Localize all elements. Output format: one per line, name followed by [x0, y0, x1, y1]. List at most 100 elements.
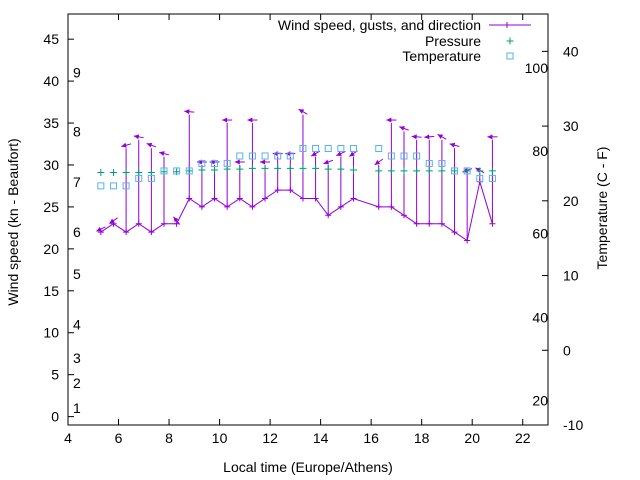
wind-speed-point	[287, 187, 294, 194]
fahrenheit-label: 20	[532, 392, 548, 408]
temperature-point	[160, 167, 168, 175]
beaufort-label: 1	[73, 400, 81, 416]
temperature-point	[185, 167, 193, 175]
temperature-point	[274, 152, 282, 160]
temperature-point	[349, 145, 357, 153]
temperature-point	[438, 159, 446, 167]
plot-frame	[67, 13, 549, 426]
x-tick-label: 10	[212, 430, 228, 446]
beaufort-label: 3	[73, 350, 81, 366]
y2-tick-label: 0	[563, 342, 571, 358]
temperature-point	[488, 174, 496, 182]
wind-speed-point	[198, 203, 205, 210]
temperature-point	[211, 159, 219, 167]
y2-tick-label: 20	[563, 193, 579, 209]
wind-direction-arrow	[336, 151, 346, 157]
x-tick-label: 14	[313, 430, 329, 446]
temperature-point	[198, 159, 206, 167]
temperature-point	[109, 182, 117, 190]
wind-speed-point	[236, 195, 243, 202]
wind-speed-point	[224, 203, 231, 210]
temperature-point	[312, 145, 320, 153]
temperature-point	[451, 167, 459, 175]
data-layer	[96, 108, 498, 244]
pressure-point	[185, 167, 193, 175]
y2-axis-title: Temperature (C - F)	[594, 147, 610, 270]
beaufort-label: 7	[73, 174, 81, 190]
pressure-point	[286, 164, 294, 172]
wind-speed-line	[100, 181, 493, 242]
temperature-point	[400, 152, 408, 160]
temperature-point	[387, 152, 395, 160]
temperature-point	[286, 152, 294, 160]
temperature-point	[97, 182, 105, 190]
wind-speed-point	[211, 195, 218, 202]
wind-direction-arrow	[411, 134, 422, 140]
legend-label-temperature: Temperature	[402, 48, 481, 64]
y2-tick-label: 10	[563, 268, 579, 284]
wind-speed-point	[148, 229, 155, 236]
pressure-point	[248, 164, 256, 172]
wind-direction-arrow	[184, 109, 195, 115]
beaufort-label: 9	[73, 65, 81, 81]
pressure-point	[312, 164, 320, 172]
temperature-point	[223, 159, 231, 167]
y-axis-title: Wind speed (kn - Beaufort)	[5, 138, 21, 305]
pressure-point	[198, 166, 206, 174]
temperature-point	[425, 159, 433, 167]
wind-direction-arrow	[159, 151, 169, 157]
wind-direction-arrow	[323, 159, 334, 165]
wind-speed-point	[337, 203, 344, 210]
y-tick-label: 45	[43, 31, 59, 47]
wind-direction-arrow	[424, 134, 435, 140]
y-tick-label: 5	[51, 367, 59, 383]
pressure-point	[261, 164, 269, 172]
legend-label-wind: Wind speed, gusts, and direction	[278, 17, 481, 33]
temperature-point	[147, 174, 155, 182]
wind-speed-point	[401, 212, 407, 219]
beaufort-label: 5	[73, 266, 81, 282]
wind-direction-arrow	[260, 159, 271, 165]
wind-direction-arrow	[173, 216, 181, 225]
temperature-point	[337, 145, 345, 153]
pressure-point	[324, 165, 332, 173]
temperature-point	[413, 152, 421, 160]
beaufort-label: 8	[73, 123, 81, 139]
y-tick-label: 40	[43, 73, 59, 89]
y2-tick-label: 30	[563, 118, 579, 134]
fahrenheit-label: 40	[532, 309, 548, 325]
wind-speed-point	[262, 195, 269, 202]
y-tick-label: 10	[43, 325, 59, 341]
pressure-point	[274, 164, 282, 172]
y2-tick-label: 40	[563, 43, 579, 59]
beaufort-label: 6	[73, 224, 81, 240]
wind-direction-arrow	[109, 217, 118, 224]
wind-speed-point	[388, 203, 395, 210]
wind-direction-arrow	[247, 117, 258, 123]
wind-direction-arrow	[298, 108, 308, 115]
wind-direction-arrow	[487, 134, 498, 140]
temperature-point	[122, 182, 130, 190]
x-tick-label: 6	[115, 430, 123, 446]
wind-direction-arrow	[133, 134, 144, 140]
pressure-point	[425, 167, 433, 175]
pressure-point	[337, 165, 345, 173]
legend-label-pressure: Pressure	[425, 33, 481, 49]
wind-speed-point	[438, 220, 445, 227]
pressure-point	[236, 165, 244, 173]
legend-marker-pressure	[506, 37, 514, 45]
temperature-point	[135, 174, 143, 182]
pressure-point	[387, 167, 395, 175]
pressure-point	[463, 167, 471, 175]
y-tick-label: 0	[51, 409, 59, 425]
x-tick-label: 20	[464, 430, 480, 446]
legend-marker-temperature	[506, 52, 514, 60]
temperature-point	[173, 167, 181, 175]
wind-direction-arrow	[449, 142, 460, 148]
wind-speed-point	[135, 220, 142, 227]
wind-speed-point	[123, 229, 130, 236]
x-tick-label: 22	[515, 430, 531, 446]
temperature-point	[463, 167, 471, 175]
pressure-point	[109, 169, 117, 177]
